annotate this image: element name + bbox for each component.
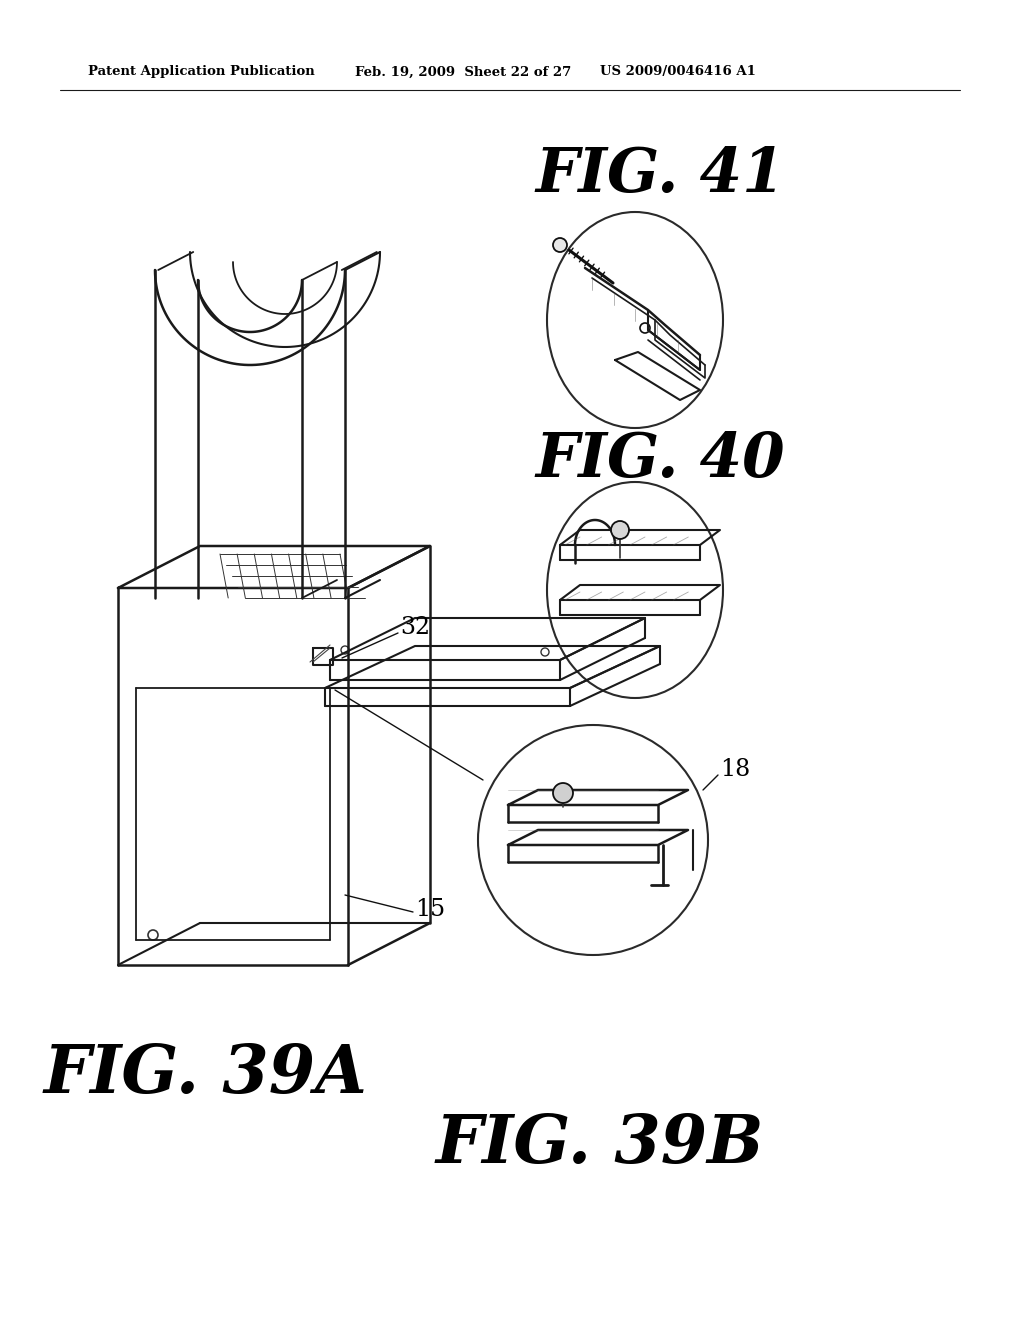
Text: FIG. 39A: FIG. 39A	[43, 1043, 367, 1107]
Text: FIG. 39B: FIG. 39B	[436, 1113, 764, 1177]
Text: US 2009/0046416 A1: US 2009/0046416 A1	[600, 66, 756, 78]
Text: 18: 18	[720, 759, 751, 781]
Text: 32: 32	[400, 616, 430, 639]
Circle shape	[611, 521, 629, 539]
Text: FIG. 41: FIG. 41	[536, 145, 784, 205]
Text: 15: 15	[415, 899, 445, 921]
Circle shape	[553, 238, 567, 252]
Text: Patent Application Publication: Patent Application Publication	[88, 66, 314, 78]
Text: Feb. 19, 2009  Sheet 22 of 27: Feb. 19, 2009 Sheet 22 of 27	[355, 66, 571, 78]
Circle shape	[553, 783, 573, 803]
Text: FIG. 40: FIG. 40	[536, 430, 784, 490]
